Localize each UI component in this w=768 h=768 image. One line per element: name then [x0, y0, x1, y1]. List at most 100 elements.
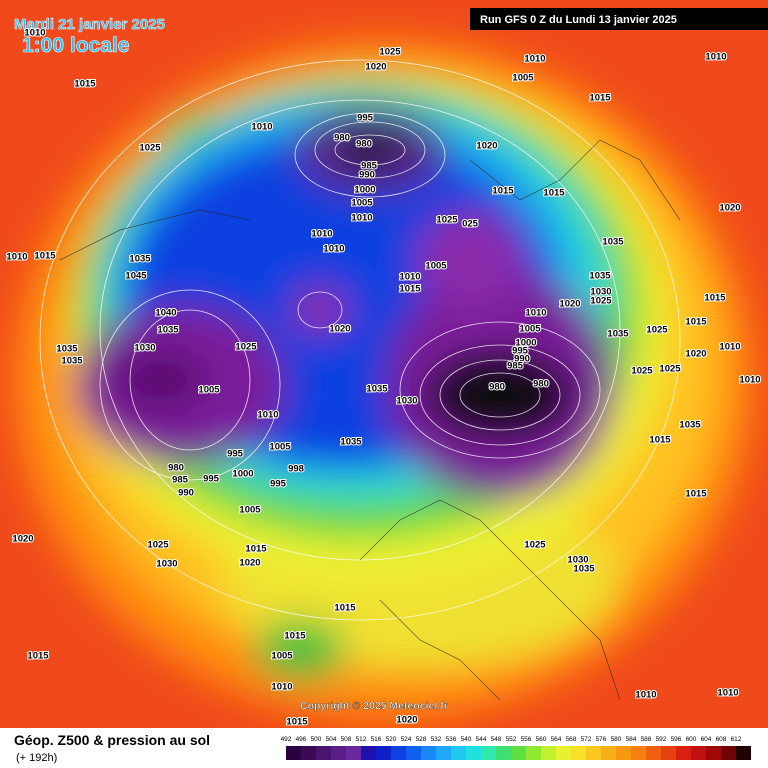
scale-swatch — [346, 746, 361, 760]
scale-label: 556 — [521, 736, 532, 743]
pressure-label: 1030 — [590, 287, 611, 298]
pressure-label: 1030 — [134, 343, 155, 354]
pressure-label: 1010 — [399, 272, 420, 283]
pressure-label: 1035 — [607, 329, 629, 340]
pressure-label: 1020 — [329, 324, 350, 335]
scale-swatch — [316, 746, 331, 760]
scale-label: 532 — [431, 736, 442, 743]
pressure-label: 1020 — [559, 299, 580, 310]
copyright: Copyright © 2025 Meteociel.fr — [300, 700, 448, 712]
scale-label: 572 — [581, 736, 592, 743]
scale-swatch — [406, 746, 421, 760]
scale-swatch — [556, 746, 571, 760]
pressure-label: 985 — [172, 475, 189, 486]
pressure-label: 990 — [514, 354, 530, 365]
scale-swatch — [436, 746, 451, 760]
pressure-label: 1005 — [351, 198, 373, 209]
pressure-label: 1015 — [284, 631, 306, 642]
scale-label: 580 — [611, 736, 622, 743]
scale-swatch — [526, 746, 541, 760]
scale-swatch — [331, 746, 346, 760]
scale-swatch — [301, 746, 316, 760]
pressure-label: 1045 — [125, 271, 147, 282]
scale-swatch — [496, 746, 511, 760]
pressure-label: 1015 — [334, 603, 356, 614]
pressure-label: 1015 — [685, 489, 707, 500]
pressure-label: 1035 — [366, 384, 388, 395]
run-box — [470, 8, 768, 30]
scale-label: 524 — [401, 736, 412, 743]
pressure-label: 980 — [334, 133, 350, 144]
pressure-label: 1000 — [515, 338, 536, 349]
scale-label: 552 — [506, 736, 517, 743]
forecast-date: Mardi 21 janvier 2025 — [14, 16, 165, 33]
pressure-label: 1025 — [590, 296, 612, 307]
scale-swatch — [601, 746, 616, 760]
pressure-label: 1010 — [6, 252, 27, 263]
pressure-label: 998 — [288, 464, 304, 475]
pressure-label: 1010 — [257, 410, 278, 421]
scale-label: 508 — [341, 736, 352, 743]
scale-swatch — [631, 746, 646, 760]
scale-label: 596 — [671, 736, 682, 743]
pressure-label: 1025 — [646, 325, 668, 336]
pressure-label: 1025 — [235, 342, 257, 353]
pressure-label: 1010 — [323, 244, 344, 255]
pressure-label: 1015 — [286, 717, 308, 728]
scale-label: 504 — [326, 736, 337, 743]
pressure-label: 1015 — [245, 544, 267, 555]
pressure-label: 990 — [359, 170, 375, 181]
pressure-label: 1015 — [589, 93, 611, 104]
pressure-label: 1010 — [525, 308, 546, 319]
pressure-label: 1010 — [739, 375, 760, 386]
pressure-label: 980 — [356, 139, 372, 150]
pressure-label: 1005 — [425, 261, 447, 272]
pressure-label: 1010 — [719, 342, 740, 353]
scale-swatch — [376, 746, 391, 760]
pressure-label: 1000 — [354, 185, 375, 196]
pressure-label: 1020 — [239, 558, 260, 569]
pressure-label: 995 — [203, 474, 220, 485]
legend-title: Géop. Z500 & pression au sol — [14, 732, 210, 748]
pressure-label: 1010 — [705, 52, 726, 63]
pressure-label: 1010 — [251, 122, 272, 133]
scale-swatch — [646, 746, 661, 760]
scale-swatch — [661, 746, 676, 760]
pressure-label: 1025 — [379, 47, 401, 58]
scale-swatch — [481, 746, 496, 760]
pressure-label: 1025 — [139, 143, 161, 154]
pressure-label: 1015 — [27, 651, 49, 662]
scale-swatch — [511, 746, 526, 760]
scale-label: 540 — [461, 736, 472, 743]
pressure-label: 990 — [178, 488, 194, 499]
pressure-label: 1015 — [685, 317, 707, 328]
pressure-label: 1005 — [198, 385, 220, 396]
scale-swatch — [286, 746, 301, 760]
pressure-label: 1020 — [685, 349, 706, 360]
pressure-label: 1020 — [365, 62, 386, 73]
pressure-label: 985 — [507, 361, 524, 372]
scale-label: 576 — [596, 736, 607, 743]
scale-label: 520 — [386, 736, 397, 743]
pressure-label: 1005 — [269, 442, 291, 453]
pressure-label: 1025 — [436, 215, 458, 226]
pressure-label: 1015 — [74, 79, 96, 90]
scale-swatch — [616, 746, 631, 760]
legend-lead: (+ 192h) — [16, 752, 57, 764]
scale-swatch — [451, 746, 466, 760]
pressure-label: 1015 — [492, 186, 514, 197]
scale-label: 568 — [566, 736, 577, 743]
scale-label: 500 — [311, 736, 322, 743]
pressure-label: 995 — [227, 449, 244, 460]
scale-swatch — [361, 746, 376, 760]
pressure-label: 985 — [361, 161, 378, 172]
pressure-label: 980 — [533, 379, 549, 390]
pressure-label: 1035 — [589, 271, 611, 282]
pressure-label: 1030 — [396, 396, 417, 407]
pressure-label: 1020 — [396, 715, 417, 726]
scale-label: 584 — [626, 736, 637, 743]
pressure-label: 1020 — [476, 141, 497, 152]
forecast-time: 1:00 locale — [22, 34, 129, 57]
pressure-label: 1010 — [24, 28, 45, 39]
scale-swatch — [466, 746, 481, 760]
